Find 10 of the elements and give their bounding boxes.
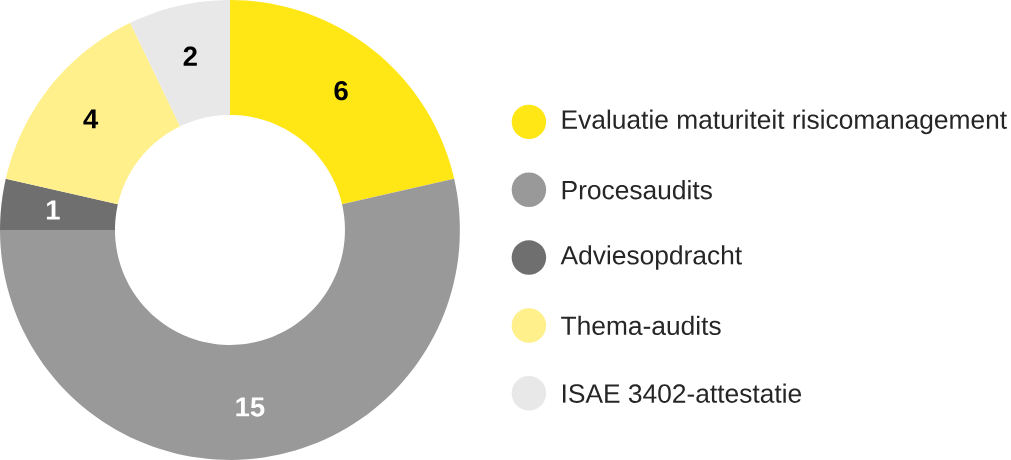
legend-label: ISAE 3402-attestatie [562,383,802,403]
data-label: 4 [83,109,99,129]
data-label: 6 [334,80,348,101]
legend-label: Evaluatie maturiteit risicomanagement [562,109,1007,135]
legend-label: Thema-audits [561,315,721,336]
data-label: 2 [183,46,197,66]
data-label: 1 [46,200,60,220]
legend-label: Adviesopdracht [560,245,742,270]
data-label: 15 [236,397,265,417]
legend-label: Procesaudits [562,180,712,200]
